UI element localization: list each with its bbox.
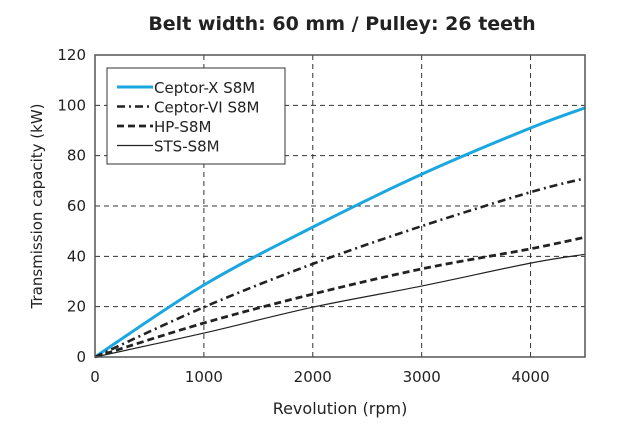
y-tick-label: 120 (57, 46, 86, 64)
x-axis-label: Revolution (rpm) (273, 399, 408, 418)
legend-label: STS-S8M (154, 138, 220, 156)
y-tick-label: 100 (57, 96, 86, 114)
y-tick-label: 40 (67, 247, 86, 265)
x-tick-label: 4000 (511, 368, 549, 386)
series-line-ceptor-vi-s8m (94, 177, 586, 359)
series-line-hp-s8m (94, 235, 586, 359)
legend-box (106, 67, 286, 165)
y-tick-label: 0 (76, 348, 86, 366)
tick-labels: 0 1000 2000 3000 4000 0 20 40 60 80 100 120 (57, 46, 549, 386)
y-axis-label: Transmission capacity (kW) (28, 104, 46, 310)
legend-label: Ceptor-VI S8M (154, 99, 259, 117)
series-line-sts-s8m (94, 253, 586, 358)
x-tick-label: 0 (90, 368, 100, 386)
x-tick-label: 2000 (294, 368, 332, 386)
x-tick-label: 3000 (403, 368, 441, 386)
y-tick-label: 60 (67, 197, 86, 215)
chart-title: Belt width: 60 mm / Pulley: 26 teeth (148, 13, 535, 35)
y-tick-label: 80 (67, 147, 86, 165)
plot-frame (94, 54, 586, 358)
y-tick-label: 20 (67, 298, 86, 316)
x-tick-label: 1000 (185, 368, 223, 386)
legend-label: HP-S8M (154, 118, 211, 136)
series-group (94, 106, 586, 359)
legend-label: Ceptor-X S8M (154, 79, 255, 97)
series-line-ceptor-x-s8m (94, 106, 586, 359)
